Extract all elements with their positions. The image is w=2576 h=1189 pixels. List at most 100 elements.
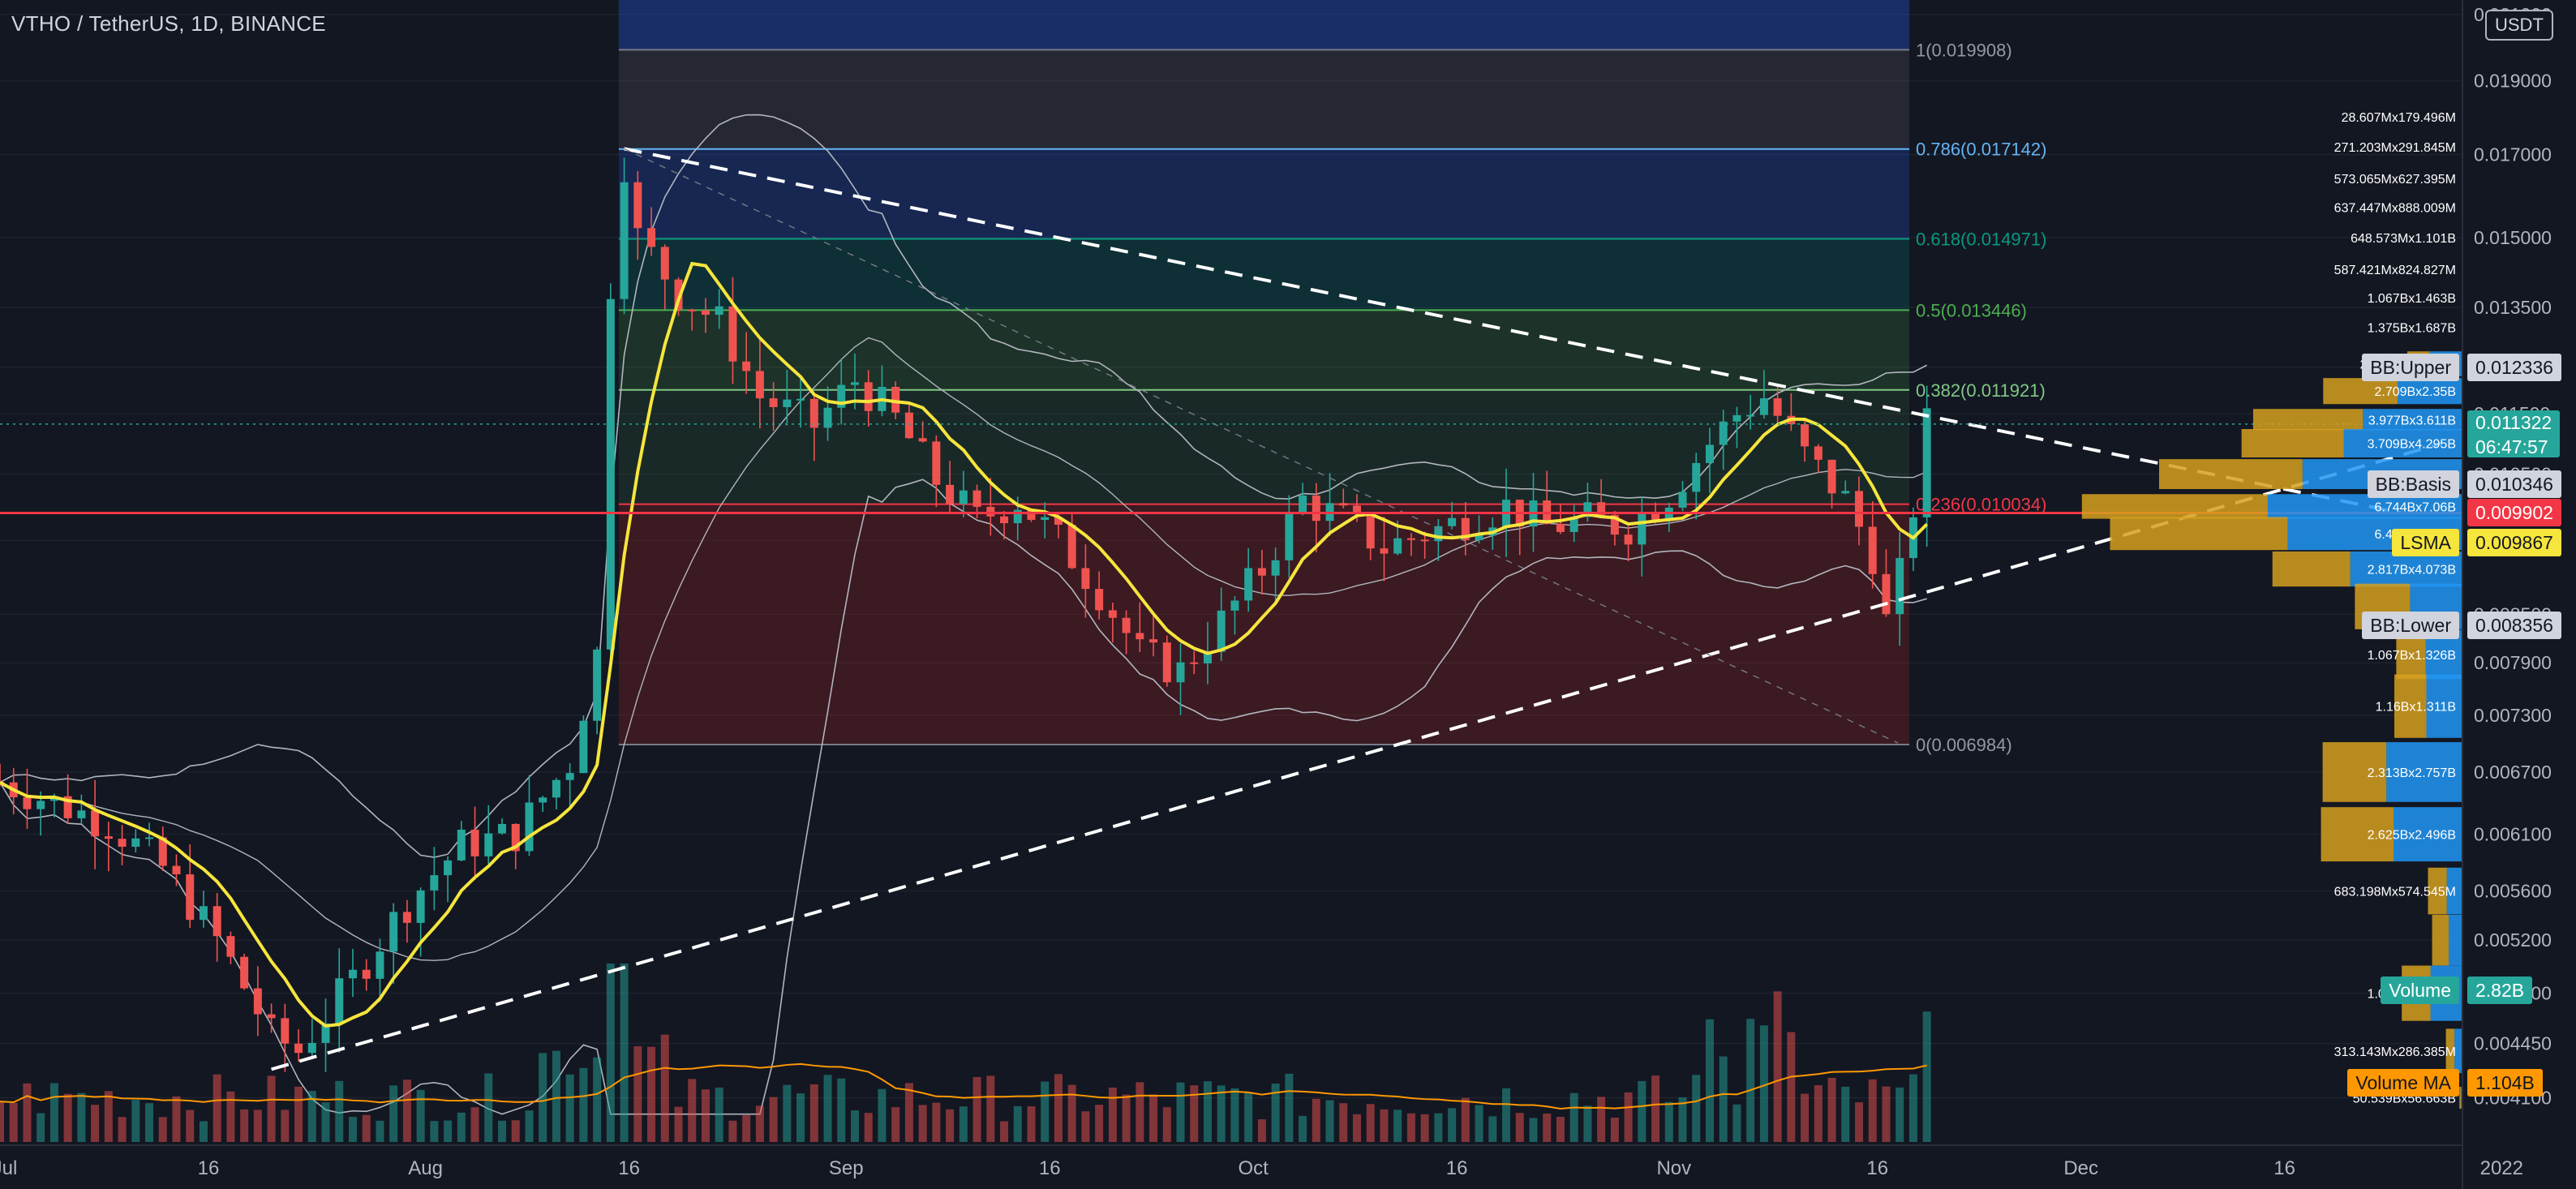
volume-bar: [525, 1110, 534, 1142]
volume-bar: [1095, 1105, 1104, 1142]
time-axis[interactable]: Jul16Aug16Sep16Oct16Nov16Dec16202217FebM…: [0, 1144, 2576, 1179]
vp-sell-bar: [2394, 807, 2462, 862]
candle-body: [783, 399, 792, 407]
volume-bar: [430, 1121, 439, 1142]
volume-bar: [1705, 1019, 1714, 1142]
volume-bar: [1136, 1082, 1144, 1142]
vp-sell-bar: [2386, 742, 2462, 802]
vp-label: 1.16Bx1.311B: [2376, 701, 2456, 715]
volume-bar: [1257, 1119, 1266, 1142]
candle-body: [1746, 414, 1755, 417]
volume-bar: [118, 1117, 127, 1142]
price-tag-value: 1.104B: [2467, 1069, 2543, 1097]
price-tick-label: 0.007900: [2474, 652, 2552, 673]
vp-buy-bar: [2394, 674, 2427, 738]
candle-body: [1393, 538, 1402, 554]
vp-buy-bar: [2159, 459, 2303, 489]
volume-bar: [1176, 1082, 1185, 1142]
volume-bar: [1420, 1114, 1429, 1142]
volume-bar: [688, 1079, 697, 1142]
candle-body: [823, 407, 832, 428]
volume-bar: [1814, 1085, 1823, 1142]
vp-buy-bar: [2323, 378, 2398, 405]
volume-bar: [1054, 1074, 1063, 1142]
volume-bar: [91, 1105, 100, 1142]
volume-bar: [837, 1078, 846, 1142]
volume-bars[interactable]: [0, 964, 1931, 1142]
volume-bar: [77, 1092, 86, 1142]
price-tick-label: 0.007300: [2474, 705, 2552, 726]
vp-label: 683.198Mx574.545M: [2334, 886, 2456, 899]
volume-bar: [1366, 1104, 1375, 1142]
candle-body: [904, 412, 913, 439]
price-tick-label: 0.005600: [2474, 881, 2552, 902]
volume-bar: [1312, 1098, 1320, 1142]
candle-body: [1610, 514, 1619, 535]
volume-bar: [1081, 1111, 1090, 1142]
volume-bar: [1434, 1113, 1443, 1142]
fibonacci-retracement[interactable]: 1(0.019908) 0.786(0.017142) 0.618(0.014971…: [618, 0, 2047, 755]
volume-bar: [1013, 1105, 1022, 1142]
time-tick-label: 16: [1866, 1157, 1888, 1179]
candle-body: [23, 797, 32, 809]
volume-bar: [728, 1120, 737, 1142]
vp-label: 1.375Bx1.687B: [2368, 322, 2456, 336]
candle-body: [36, 801, 45, 809]
bb-upper-line[interactable]: [0, 114, 1928, 858]
fib-zone: [618, 148, 1910, 239]
candle-body: [1692, 462, 1701, 492]
vp-label: 2.313Bx2.757B: [2368, 766, 2456, 780]
price-tick-label: 0.006100: [2474, 824, 2552, 845]
candle-body: [565, 773, 574, 780]
time-tick-label: Aug: [408, 1157, 443, 1179]
volume-bar: [579, 1067, 588, 1142]
volume-ma-line[interactable]: [0, 1062, 1927, 1110]
volume-bar: [0, 1101, 4, 1142]
lsma-line[interactable]: [0, 261, 1929, 1028]
candle-body: [1041, 517, 1050, 521]
symbol-title[interactable]: VTHO / TetherUS, 1D, BINANCE: [11, 11, 326, 36]
price-axis[interactable]: 0.0210000.0190000.0170000.0150000.013500…: [2462, 0, 2576, 1189]
volume-profile[interactable]: 2.7020Bx2.063B2.709Bx2.35B3.977Bx3.611B3…: [2081, 111, 2462, 1110]
volume-bar: [1285, 1073, 1294, 1142]
time-tick-label: Nov: [1656, 1157, 1691, 1179]
candle-body: [1773, 398, 1782, 416]
candle-body: [715, 306, 723, 315]
volume-bar: [742, 1114, 751, 1142]
price-tick-label: 0.017000: [2474, 144, 2552, 165]
vp-buy-bar: [2252, 409, 2363, 431]
currency-badge[interactable]: USDT: [2485, 10, 2553, 41]
volume-bar: [1067, 1084, 1076, 1142]
fib-zone: [618, 49, 1910, 149]
fib-zone: [618, 504, 1910, 745]
price-tick-label: 0.013500: [2474, 297, 2552, 318]
volume-bar: [1122, 1094, 1131, 1142]
volume-bar: [986, 1075, 995, 1142]
candle-body: [932, 441, 941, 485]
bb-basis-line[interactable]: [0, 337, 1927, 961]
price-tag-value: 0.008356: [2467, 612, 2561, 640]
volume-bar: [1746, 1019, 1755, 1142]
volume-bar: [606, 964, 615, 1142]
candle-body: [809, 398, 818, 428]
candle-body: [972, 490, 981, 507]
volume-bar: [335, 1080, 344, 1142]
volume-bar: [172, 1096, 181, 1142]
candle-body: [1136, 633, 1144, 640]
candle-body: [1461, 517, 1470, 540]
vp-buy-bar: [2241, 428, 2344, 458]
candle-body: [1434, 526, 1443, 542]
volume-bar: [362, 1114, 371, 1142]
trendline[interactable]: [624, 147, 2402, 515]
grid: [0, 14, 2462, 1099]
fib-level-label: 0(0.006984): [1916, 735, 2012, 755]
trendline[interactable]: [271, 441, 2443, 1071]
price-tick-label: 0.004450: [2474, 1033, 2552, 1054]
candle-body: [728, 306, 737, 362]
price-tag-value: 0.011322: [2467, 410, 2561, 457]
candles[interactable]: [0, 157, 1931, 1072]
volume-bar: [1882, 1086, 1891, 1142]
price-tag-name: BB:Lower: [2362, 612, 2459, 640]
time-tick-label: Dec: [2063, 1157, 2098, 1179]
